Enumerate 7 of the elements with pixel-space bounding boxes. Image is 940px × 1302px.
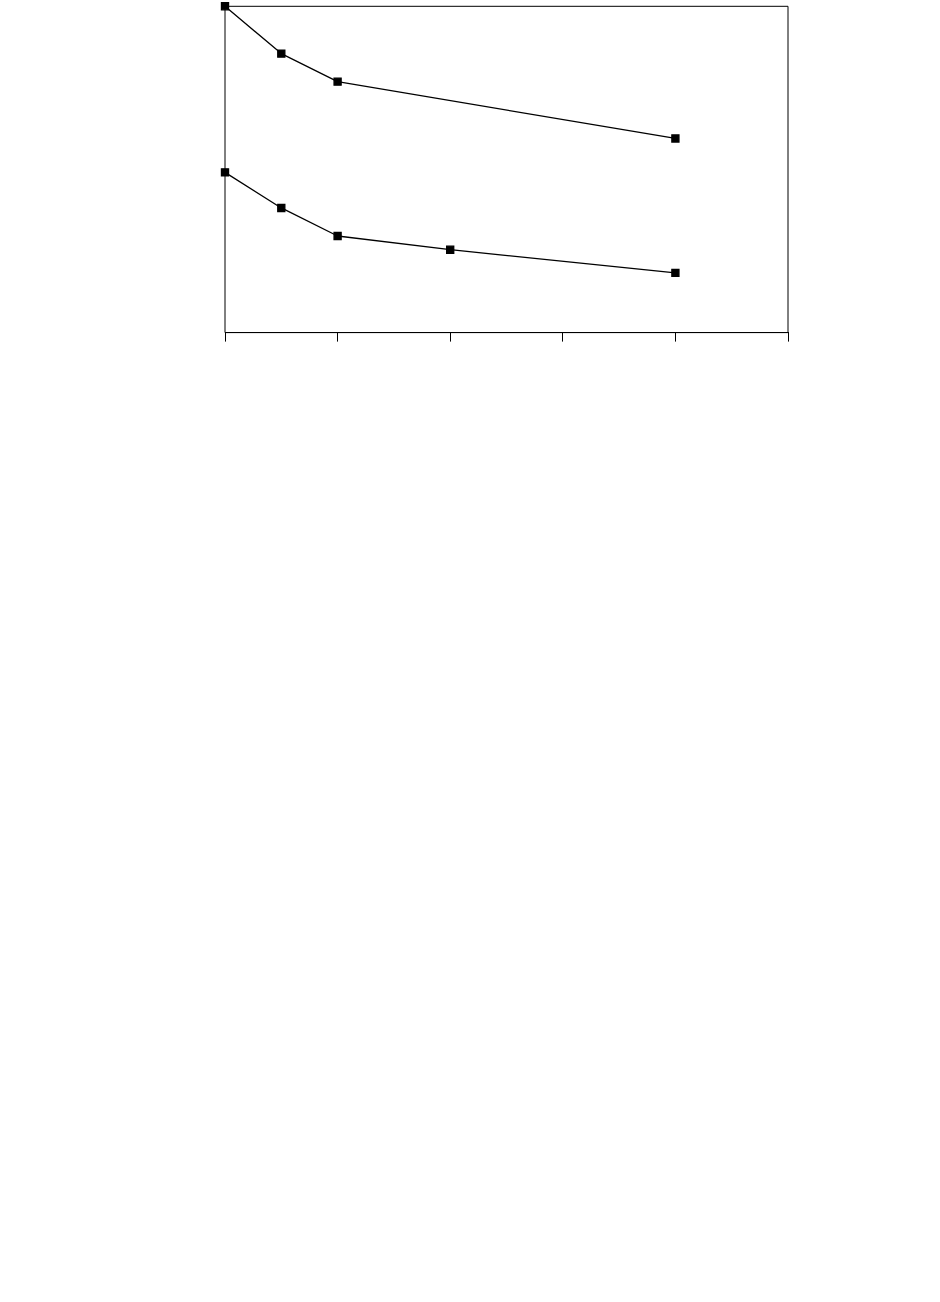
point: [671, 134, 680, 143]
point: [671, 268, 680, 278]
point: [446, 245, 455, 254]
point: [277, 203, 286, 213]
point: [333, 77, 342, 86]
point: [333, 231, 342, 241]
point: [277, 49, 286, 58]
